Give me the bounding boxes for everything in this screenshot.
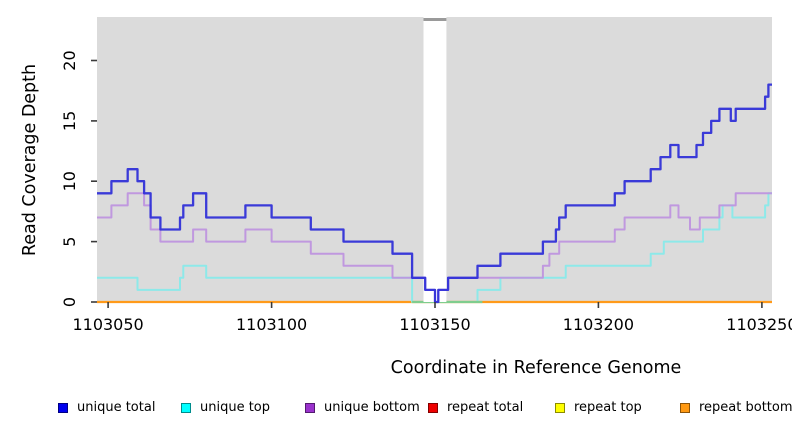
x-tick-label: 1103250 [726, 315, 792, 334]
legend-item-repeat-top: repeat top [555, 398, 642, 418]
x-axis-title: Coordinate in Reference Genome [390, 358, 682, 378]
y-tick-label: 5 [60, 237, 79, 247]
legend-swatch-repeat-total-icon [428, 403, 438, 413]
legend-swatch-repeat-bottom-icon [680, 403, 690, 413]
y-axis-title: Read Coverage Depth [20, 63, 40, 257]
series-line-unique-top [97, 192, 772, 303]
legend-item-unique-bottom: unique bottom [305, 398, 420, 418]
legend-label-repeat-bottom: repeat bottom [699, 400, 792, 415]
legend-label-unique-bottom: unique bottom [324, 400, 420, 415]
y-tick-label: 0 [60, 297, 79, 307]
legend-swatch-unique-bottom-icon [305, 403, 315, 413]
legend-swatch-repeat-top-icon [555, 403, 565, 413]
series-line-unique-total [97, 83, 772, 304]
x-tick-label: 1103100 [236, 315, 307, 334]
x-tick-label: 1103050 [72, 315, 143, 334]
y-tick-label: 10 [60, 171, 79, 191]
legend-item-repeat-bottom: repeat bottom [680, 398, 792, 418]
legend-swatch-unique-top-icon [181, 403, 191, 413]
y-tick-label: 20 [60, 50, 79, 70]
legend-label-unique-total: unique total [77, 400, 156, 415]
legend-swatch-unique-total-icon [58, 403, 68, 413]
legend-label-repeat-total: repeat total [447, 400, 524, 415]
y-tick-label: 15 [60, 111, 79, 131]
legend: unique total unique top unique bottom repea… [0, 398, 792, 420]
x-tick-label: 1103150 [399, 315, 470, 334]
legend-item-unique-top: unique top [181, 398, 270, 418]
legend-item-repeat-total: repeat total [428, 398, 523, 418]
legend-label-repeat-top: repeat top [574, 400, 642, 415]
mask-band [423, 13, 447, 302]
legend-label-unique-top: unique top [200, 400, 271, 415]
legend-item-unique-total: unique total [58, 398, 155, 418]
x-tick-label: 1103200 [563, 315, 634, 334]
